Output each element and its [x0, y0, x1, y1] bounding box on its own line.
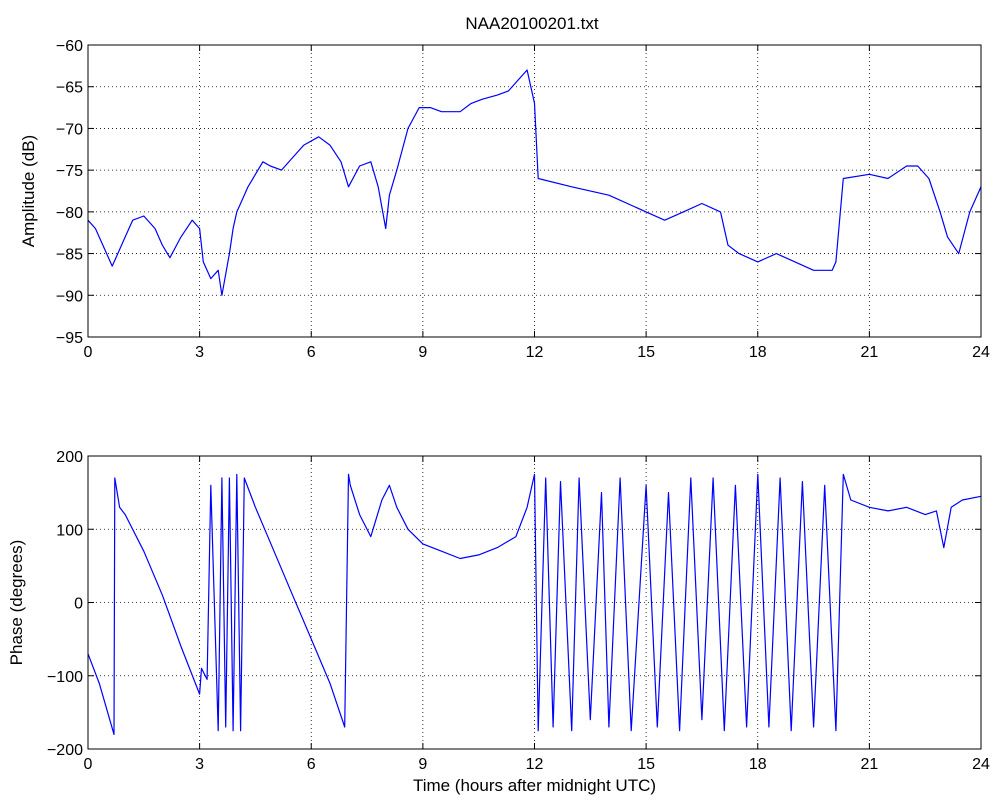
amplitude-series-line [87, 69, 982, 296]
amplitude-ylabel: Amplitude (dB) [19, 135, 38, 247]
phase-xtick-label: 3 [195, 756, 204, 773]
amplitude-ytick-label: −85 [56, 247, 83, 264]
phase-xtick-label: 18 [749, 756, 767, 773]
amplitude-xtick-label: 12 [526, 344, 544, 361]
amplitude-xtick-label: 3 [195, 344, 204, 361]
phase-ylabel: Phase (degrees) [7, 540, 26, 666]
phase-xtick-label: 0 [84, 756, 93, 773]
amplitude-ytick-label: −80 [56, 205, 83, 222]
amplitude-ytick-label: −90 [56, 288, 83, 305]
phase-xtick-label: 12 [526, 756, 544, 773]
phase-xtick-label: 24 [972, 756, 990, 773]
amplitude-xtick-label: 15 [637, 344, 655, 361]
phase-xtick-label: 15 [637, 756, 655, 773]
phase-ytick-label: 100 [56, 522, 83, 539]
phase-ytick-label: 0 [74, 596, 83, 613]
phase-xtick-label: 6 [307, 756, 316, 773]
phase-xtick-label: 21 [860, 756, 878, 773]
amplitude-xtick-label: 24 [972, 344, 990, 361]
amplitude-xtick-label: 0 [84, 344, 93, 361]
phase-xlabel: Time (hours after midnight UTC) [413, 776, 656, 795]
amplitude-xtick-label: 21 [860, 344, 878, 361]
phase-xtick-label: 9 [418, 756, 427, 773]
plots-layer: 0 3 6 9 12 15 18 21 24 −95 −90 −85 −80 −75 −70 −65 −60 Am… [7, 38, 990, 795]
phase-ytick-label: −100 [47, 669, 83, 686]
amplitude-ytick-label: −75 [56, 163, 83, 180]
amplitude-ytick-label: −70 [56, 121, 83, 138]
amplitude-ytick-label: −65 [56, 80, 83, 97]
phase-ytick-label: 200 [56, 449, 83, 466]
phase-ytick-label: −200 [47, 742, 83, 759]
figure-title: NAA20100201.txt [465, 14, 599, 33]
amplitude-xtick-label: 18 [749, 344, 767, 361]
phase-plot: 0 3 6 9 12 15 18 21 24 −200 −100 0 100 200 Phase (degr… [7, 449, 990, 795]
amplitude-xtick-label: 9 [418, 344, 427, 361]
amplitude-ytick-label: −95 [56, 330, 83, 347]
phase-series-line [87, 473, 982, 735]
amplitude-ytick-label: −60 [56, 38, 83, 55]
amplitude-plot: 0 3 6 9 12 15 18 21 24 −95 −90 −85 −80 −75 −70 −65 −60 Am… [19, 38, 990, 361]
amplitude-xtick-label: 6 [307, 344, 316, 361]
